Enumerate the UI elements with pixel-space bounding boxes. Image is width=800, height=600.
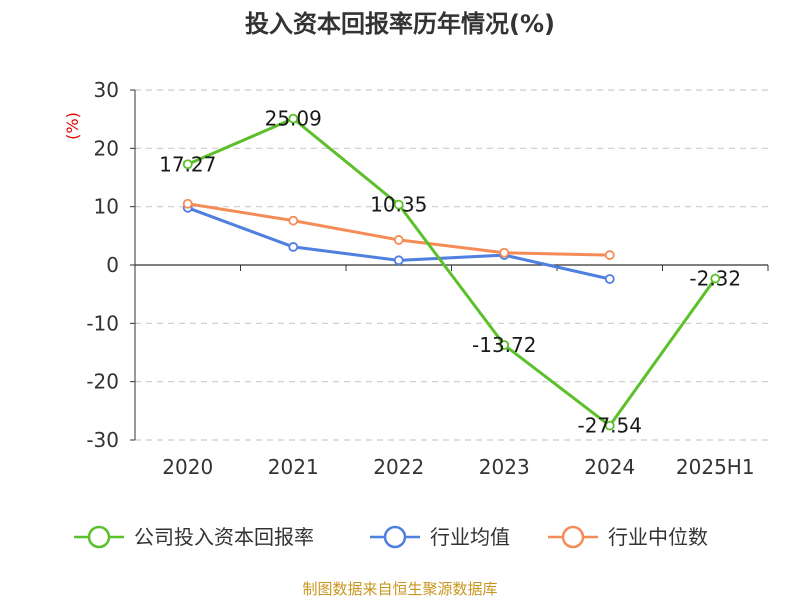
y-tick-label: 0	[106, 253, 119, 277]
data-point	[288, 242, 299, 252]
data-point	[499, 247, 510, 258]
data-point	[604, 274, 615, 284]
data-point	[182, 198, 193, 209]
data-point	[393, 235, 404, 245]
data-point	[604, 420, 615, 431]
data-label: 25.09	[265, 107, 322, 131]
x-tick-label: 2023	[479, 455, 530, 479]
legend-marker	[87, 525, 111, 549]
chart-title: 投入资本回报率历年情况(%)	[245, 10, 555, 38]
data-labels: 17.27 25.09 10.35 -13.72 -27.54 -2.32	[159, 107, 741, 438]
legend-label: 行业中位数	[608, 525, 708, 549]
x-tick-label: 2020	[162, 455, 213, 479]
data-label: -27.54	[578, 414, 642, 438]
x-tick-label: 2025H1	[676, 455, 755, 479]
legend-label: 公司投入资本回报率	[134, 525, 314, 549]
data-label: -13.72	[472, 333, 536, 357]
x-tick-label: 2024	[584, 455, 635, 479]
legend-marker	[383, 525, 407, 549]
y-tick-label: -20	[86, 370, 119, 394]
y-axis-unit: (%)	[63, 112, 82, 140]
legend: 公司投入资本回报率 行业均值 行业中位数	[74, 525, 708, 549]
data-point	[288, 113, 299, 124]
data-point	[182, 159, 193, 170]
x-tick-label: 2021	[268, 455, 319, 479]
axes: 30 20 10 0 -10 -20 -30 2020 2021 2022 2023 2024 2025…	[86, 78, 769, 479]
data-point	[288, 215, 299, 226]
legend-marker	[561, 525, 585, 549]
legend-label: 行业均值	[430, 525, 510, 549]
data-label: -2.32	[689, 267, 741, 291]
series-lines	[182, 113, 721, 431]
y-tick-label: -10	[86, 311, 119, 335]
data-label: 10.35	[370, 193, 427, 217]
y-tick-label: 10	[94, 195, 119, 219]
y-tick-label: 30	[94, 78, 119, 102]
data-label: 17.27	[159, 152, 216, 176]
source-note: 制图数据来自恒生聚源数据库	[302, 580, 497, 598]
data-point	[393, 255, 404, 266]
series-line	[187, 117, 717, 428]
data-point	[604, 250, 615, 260]
data-point	[710, 273, 721, 284]
x-tick-label: 2022	[373, 455, 424, 479]
data-point	[499, 340, 510, 350]
y-tick-label: -30	[86, 428, 119, 452]
data-point	[393, 199, 404, 210]
y-tick-label: 20	[94, 136, 119, 160]
